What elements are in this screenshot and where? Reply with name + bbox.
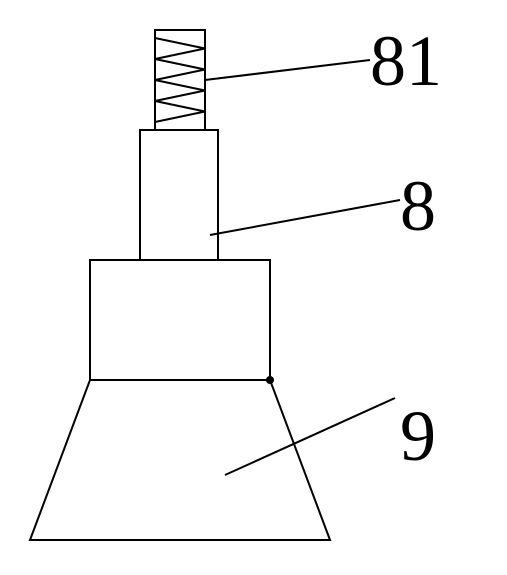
spring-housing — [155, 30, 205, 130]
part-label: 8 — [400, 165, 436, 248]
shaft-upper — [140, 130, 218, 260]
shaft-mid — [90, 260, 270, 380]
spring-coil — [155, 38, 205, 122]
part-label: 9 — [400, 395, 436, 478]
leader-dot — [266, 376, 274, 384]
base-trapezoid — [30, 380, 330, 540]
leader-line — [210, 200, 400, 235]
part-label: 81 — [370, 20, 442, 103]
leader-line — [205, 60, 370, 80]
